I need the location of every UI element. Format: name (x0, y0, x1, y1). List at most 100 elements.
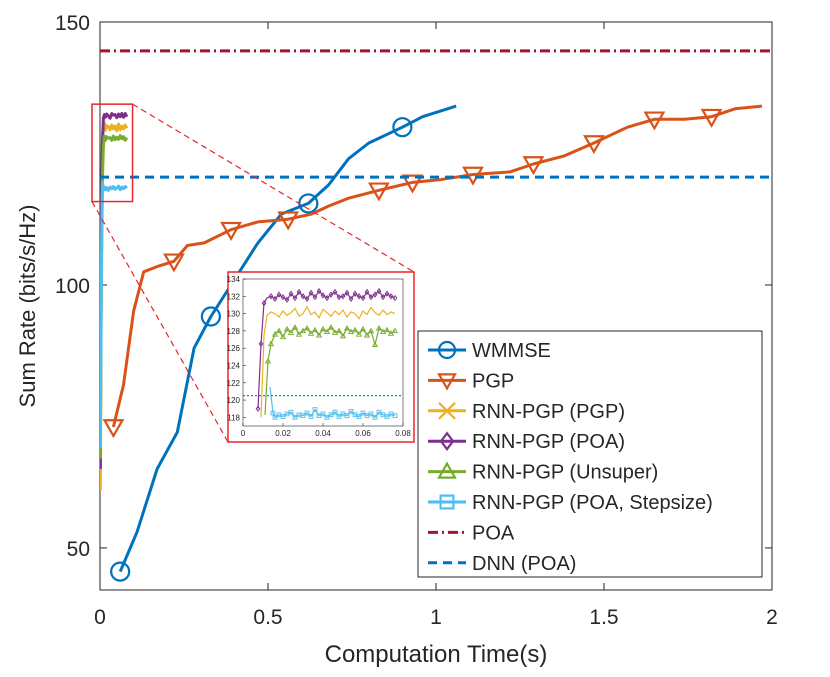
zoom-connector-upper (132, 103, 415, 273)
inset-point-rnn-pgp-poa (284, 296, 290, 303)
inset-point-rnn-pgp-poa-stepsize (312, 407, 318, 412)
legend-marker-wmmse (437, 340, 457, 360)
x-tick-label: 2 (766, 606, 778, 629)
inset-point-rnn-pgp-poa-stepsize (324, 414, 330, 420)
inset-point-rnn-pgp-poa (380, 294, 386, 301)
inset-point-rnn-pgp-poa-stepsize (270, 410, 276, 416)
inset-y-tick-label: 120 (227, 396, 241, 405)
inset-y-tick-label: 132 (227, 292, 241, 301)
inset-point-rnn-pgp-unsuper (359, 325, 367, 332)
inset-point-rnn-pgp-unsuper (327, 324, 335, 330)
inset-point-rnn-pgp-poa (320, 292, 326, 299)
inset-point-rnn-pgp-poa-stepsize (332, 409, 338, 415)
inset-point-rnn-pgp-poa-stepsize (344, 413, 350, 418)
inset-point-rnn-pgp-poa (261, 300, 267, 307)
inset-point-rnn-pgp-unsuper (387, 330, 395, 336)
inset-point-rnn-pgp-unsuper (355, 331, 363, 337)
inset-point-rnn-pgp-unsuper (371, 341, 379, 347)
inset-x-tick-label: 0.02 (275, 429, 291, 438)
series-line-pgp (111, 104, 763, 428)
inset-point-rnn-pgp-poa (364, 288, 370, 296)
legend-label-pgp: PGP (472, 370, 514, 392)
inset-point-rnn-pgp-poa-stepsize (280, 414, 286, 419)
data-point-pgp (643, 111, 666, 131)
legend: WMMSE PGP RNN-PGP (PGP) RNN-PGP (POA) RNN-PG… (428, 340, 713, 575)
legend-label-wmmse: WMMSE (472, 340, 551, 362)
legend-label-rnn-pgp-poa-stepsize: RNN-PGP (POA, Stepsize) (472, 492, 713, 514)
inset-point-rnn-pgp-unsuper (343, 324, 351, 331)
inset-point-rnn-pgp-poa (272, 295, 278, 303)
inset-y-tick-label: 134 (227, 275, 241, 284)
zoom-connector-lower (91, 201, 229, 443)
legend-label-rnn-pgp-poa: RNN-PGP (POA) (472, 431, 625, 453)
inset-point-rnn-pgp-poa-stepsize (368, 411, 374, 417)
inset-point-rnn-pgp-poa (340, 293, 346, 300)
inset-point-rnn-pgp-poa (276, 291, 282, 298)
inset-y-tick-label: 118 (227, 413, 240, 422)
inset-point-rnn-pgp-poa (296, 288, 302, 296)
inset-point-rnn-pgp-poa (304, 295, 310, 303)
inset-point-rnn-pgp-poa (300, 293, 306, 300)
inset-point-rnn-pgp-unsuper (383, 326, 391, 333)
inset-point-rnn-pgp-unsuper (319, 325, 327, 332)
inset-point-rnn-pgp-unsuper (264, 357, 272, 364)
legend-marker-rnn-pgp-unsuper (437, 461, 457, 479)
inset-point-rnn-pgp-poa (352, 290, 358, 297)
inset-point-rnn-pgp-poa (292, 294, 298, 302)
inset-point-rnn-pgp-poa (344, 289, 350, 296)
inset-point-rnn-pgp-poa-stepsize (376, 409, 382, 415)
data-point-pgp (163, 253, 185, 273)
inset-y-tick-label: 128 (227, 327, 241, 336)
legend-label-poa: POA (472, 522, 515, 544)
inset-point-rnn-pgp-poa-stepsize (300, 413, 306, 418)
inset-point-rnn-pgp-poa (392, 294, 398, 302)
inset-x-tick-label: 0.06 (355, 429, 371, 438)
inset-point-rnn-pgp-poa-stepsize (272, 414, 278, 420)
inset-point-rnn-pgp-unsuper (363, 331, 371, 338)
legend-label-rnn-pgp-pgp: RNN-PGP (PGP) (472, 401, 625, 423)
y-tick-label: 100 (55, 275, 90, 298)
inset-point-rnn-pgp-unsuper (339, 332, 347, 339)
inset-point-rnn-pgp-poa (336, 294, 342, 301)
series-line-rnn-pgp-unsuper (100, 134, 129, 459)
y-axis-label: Sum Rate (bits/s/Hz) (15, 205, 40, 408)
inset-x-tick-label: 0.08 (395, 429, 411, 438)
data-point-wmmse (110, 561, 131, 582)
inset-point-rnn-pgp-poa-stepsize (372, 414, 378, 420)
inset-point-rnn-pgp-poa-stepsize (288, 409, 294, 415)
data-point-pgp (367, 182, 390, 202)
inset-point-rnn-pgp-unsuper (287, 329, 295, 335)
inset-point-rnn-pgp-unsuper (379, 328, 387, 334)
inset-x-tick-label: 0 (241, 429, 246, 438)
inset-line-rnn-pgp-pgp (260, 305, 396, 418)
inset-point-rnn-pgp-unsuper (283, 325, 291, 332)
x-tick-label: 0 (94, 606, 106, 629)
inset-point-rnn-pgp-unsuper (311, 326, 319, 333)
inset-point-rnn-pgp-unsuper (303, 324, 311, 331)
inset-point-rnn-pgp-unsuper (307, 330, 315, 336)
inset-point-rnn-pgp-unsuper (323, 328, 331, 334)
inset-point-rnn-pgp-poa (348, 295, 354, 303)
inset-point-rnn-pgp-poa-stepsize (360, 410, 366, 416)
inset-point-rnn-pgp-poa (328, 291, 334, 298)
inset-line-rnn-pgp-poa-stepsize (269, 387, 396, 419)
legend-label-rnn-pgp-unsuper: RNN-PGP (Unsuper) (472, 462, 658, 484)
inset-point-rnn-pgp-poa (332, 288, 338, 296)
inset-point-rnn-pgp-poa (372, 291, 378, 298)
inset-point-rnn-pgp-unsuper (271, 331, 279, 337)
inset-point-rnn-pgp-poa-stepsize (304, 410, 310, 416)
inset-point-rnn-pgp-poa-stepsize (384, 414, 390, 419)
inset-point-rnn-pgp-poa-stepsize (392, 413, 398, 418)
y-tick-label: 150 (55, 12, 90, 35)
legend-marker-rnn-pgp-poa (439, 431, 455, 452)
x-tick-label: 1.5 (589, 606, 618, 629)
inset-point-rnn-pgp-unsuper (335, 327, 343, 334)
inset-point-rnn-pgp-poa (308, 289, 314, 296)
legend-marker-pgp (437, 373, 457, 391)
inset-point-rnn-pgp-unsuper (391, 327, 399, 334)
legend-marker-rnn-pgp-poa-stepsize (439, 494, 455, 510)
inset-point-rnn-pgp-poa-stepsize (292, 414, 298, 420)
inset-axis-ticks: 0 0.02 0.04 0.06 0.08 118 120 122 124 126 128 130 13… (227, 275, 412, 438)
inset-point-rnn-pgp-poa (384, 290, 390, 297)
